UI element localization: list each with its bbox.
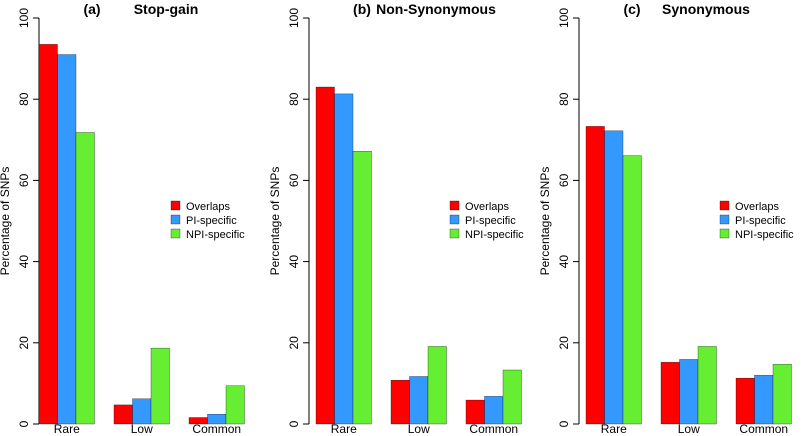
legend-label: Overlaps bbox=[735, 201, 780, 213]
legend-label: PI-specific bbox=[735, 215, 786, 227]
x-category-label: Common bbox=[469, 422, 518, 436]
y-tick-label: 0 bbox=[557, 420, 571, 427]
y-tick-label: 80 bbox=[17, 92, 31, 106]
y-tick-label: 60 bbox=[287, 173, 301, 187]
bar-overlaps-low bbox=[660, 362, 680, 425]
x-category-label: Common bbox=[739, 422, 788, 436]
x-category-label: Low bbox=[408, 422, 430, 436]
bar-pi-specific-rare bbox=[57, 54, 77, 425]
bar-npi-specific-common bbox=[772, 364, 792, 425]
bar-npi-specific-rare bbox=[622, 155, 642, 425]
legend-swatch bbox=[719, 200, 730, 211]
panel-stop-gain: 0 20 40 60 80 100 Percentage of SNPs (a) Stop-ga… bbox=[0, 1, 245, 436]
legend-swatch bbox=[719, 228, 730, 239]
y-axis-title: Percentage of SNPs bbox=[0, 167, 12, 276]
legend-label: PI-specific bbox=[465, 215, 516, 227]
y-tick-label: 0 bbox=[17, 420, 31, 427]
y-tick-label: 60 bbox=[17, 173, 31, 187]
bar-npi-specific-common bbox=[225, 385, 245, 425]
bar-npi-specific-low bbox=[150, 347, 170, 425]
chart-title: Stop-gain bbox=[134, 1, 199, 17]
panel-non-synonymous: 0 20 40 60 80 100 Percentage of SNPs (b) Non-Syn… bbox=[268, 1, 524, 436]
bar-pi-specific-rare bbox=[604, 130, 624, 425]
y-tick-label: 80 bbox=[557, 92, 571, 106]
legend-swatch bbox=[449, 228, 460, 239]
panel-label: (a) bbox=[83, 1, 100, 17]
chart-title: Synonymous bbox=[662, 1, 750, 17]
bar-overlaps-common bbox=[735, 377, 755, 425]
legend-swatch bbox=[719, 214, 730, 225]
legend-label: PI-specific bbox=[186, 215, 237, 227]
y-tick-label: 40 bbox=[17, 255, 31, 269]
bar-overlaps-low bbox=[390, 380, 410, 425]
bar-pi-specific-rare bbox=[334, 93, 354, 425]
bar-pi-specific-common bbox=[754, 375, 774, 425]
y-tick-label: 0 bbox=[287, 420, 301, 427]
bar-npi-specific-rare bbox=[352, 151, 372, 425]
legend-label: NPI-specific bbox=[735, 229, 794, 241]
y-tick-label: 40 bbox=[287, 255, 301, 269]
bar-overlaps-rare bbox=[315, 86, 335, 425]
legend-swatch bbox=[449, 200, 460, 211]
panel-synonymous: 0 20 40 60 80 100 Percentage of SNPs (c) Synonym… bbox=[538, 1, 794, 436]
y-tick-label: 100 bbox=[557, 8, 571, 28]
legend-swatch bbox=[170, 214, 181, 225]
bar-pi-specific-low bbox=[409, 376, 429, 425]
y-axis-title: Percentage of SNPs bbox=[538, 167, 552, 276]
x-category-label: Rare bbox=[331, 422, 357, 436]
bar-pi-specific-low bbox=[132, 398, 152, 425]
y-axis-title: Percentage of SNPs bbox=[268, 167, 282, 276]
y-tick-label: 80 bbox=[287, 92, 301, 106]
y-tick-label: 40 bbox=[557, 255, 571, 269]
bar-npi-specific-rare bbox=[75, 132, 95, 425]
panel-label: (b) bbox=[353, 1, 371, 17]
legend-swatch bbox=[449, 214, 460, 225]
legend-label: Overlaps bbox=[186, 201, 231, 213]
bar-npi-specific-common bbox=[502, 369, 522, 425]
x-category-label: Common bbox=[192, 422, 241, 436]
bar-pi-specific-common bbox=[484, 396, 504, 425]
bar-overlaps-rare bbox=[585, 126, 605, 425]
y-tick-label: 20 bbox=[557, 336, 571, 350]
x-category-label: Rare bbox=[54, 422, 80, 436]
panel-label: (c) bbox=[623, 1, 640, 17]
y-tick-label: 100 bbox=[287, 8, 301, 28]
legend-label: Overlaps bbox=[465, 201, 510, 213]
legend-label: NPI-specific bbox=[186, 229, 245, 241]
y-tick-label: 100 bbox=[17, 8, 31, 28]
bar-npi-specific-low bbox=[427, 346, 447, 425]
bar-overlaps-rare bbox=[38, 44, 58, 425]
y-tick-label: 20 bbox=[287, 336, 301, 350]
bar-pi-specific-low bbox=[679, 359, 699, 425]
bar-overlaps-low bbox=[113, 404, 133, 425]
x-category-label: Rare bbox=[601, 422, 627, 436]
y-tick-label: 60 bbox=[557, 173, 571, 187]
legend-swatch bbox=[170, 200, 181, 211]
chart-title: Non-Synonymous bbox=[376, 1, 496, 17]
legend-label: NPI-specific bbox=[465, 229, 524, 241]
bar-overlaps-common bbox=[465, 399, 485, 425]
x-category-label: Low bbox=[131, 422, 153, 436]
bar-npi-specific-low bbox=[697, 346, 717, 425]
x-category-label: Low bbox=[678, 422, 700, 436]
y-tick-label: 20 bbox=[17, 336, 31, 350]
legend-swatch bbox=[170, 228, 181, 239]
